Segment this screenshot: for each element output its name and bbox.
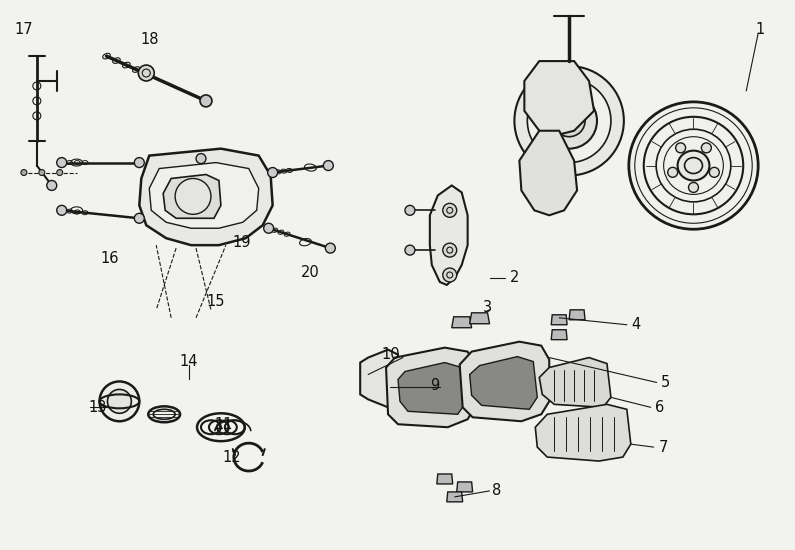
Circle shape: [21, 169, 27, 175]
Circle shape: [134, 158, 144, 168]
Circle shape: [668, 167, 677, 177]
Circle shape: [47, 180, 56, 190]
Circle shape: [56, 205, 67, 215]
Text: 11: 11: [215, 417, 233, 432]
Text: 4: 4: [630, 317, 640, 332]
Text: 5: 5: [661, 375, 670, 390]
Polygon shape: [430, 185, 467, 285]
Text: 10: 10: [382, 347, 400, 362]
Polygon shape: [452, 317, 471, 328]
Text: 8: 8: [491, 483, 501, 498]
Circle shape: [405, 205, 415, 215]
Polygon shape: [456, 482, 472, 492]
Polygon shape: [386, 348, 475, 427]
Circle shape: [56, 158, 67, 168]
Text: 14: 14: [180, 354, 198, 369]
Circle shape: [709, 167, 719, 177]
Circle shape: [56, 169, 63, 175]
Circle shape: [541, 93, 597, 148]
Circle shape: [324, 161, 333, 170]
Polygon shape: [539, 358, 611, 408]
Polygon shape: [447, 492, 463, 502]
Polygon shape: [398, 362, 464, 414]
Polygon shape: [569, 310, 585, 320]
Polygon shape: [525, 61, 594, 136]
Polygon shape: [139, 148, 273, 245]
Text: 13: 13: [88, 400, 107, 415]
Polygon shape: [519, 131, 577, 215]
Circle shape: [107, 389, 131, 413]
Text: 19: 19: [233, 235, 251, 250]
Text: 15: 15: [207, 294, 225, 309]
Circle shape: [405, 245, 415, 255]
Polygon shape: [460, 342, 549, 421]
Circle shape: [325, 243, 335, 253]
Circle shape: [553, 105, 585, 137]
Text: 3: 3: [483, 300, 492, 315]
Circle shape: [268, 168, 277, 178]
Circle shape: [138, 65, 154, 81]
Circle shape: [264, 223, 273, 233]
Polygon shape: [149, 163, 258, 228]
Polygon shape: [535, 404, 630, 461]
Text: 7: 7: [659, 439, 668, 455]
Polygon shape: [436, 474, 452, 484]
Text: 2: 2: [510, 271, 519, 285]
Circle shape: [701, 143, 712, 153]
Circle shape: [688, 183, 699, 192]
Polygon shape: [470, 356, 537, 409]
Circle shape: [39, 169, 45, 175]
Circle shape: [527, 79, 611, 163]
Text: 20: 20: [301, 265, 320, 279]
Circle shape: [443, 268, 456, 282]
Circle shape: [514, 66, 624, 175]
Ellipse shape: [677, 151, 709, 180]
Polygon shape: [360, 350, 398, 408]
Polygon shape: [551, 315, 567, 324]
Ellipse shape: [153, 409, 175, 419]
Polygon shape: [551, 329, 567, 340]
Text: 12: 12: [222, 449, 241, 465]
Text: 1: 1: [755, 22, 765, 37]
Circle shape: [175, 179, 211, 214]
Circle shape: [196, 153, 206, 163]
Circle shape: [443, 243, 456, 257]
Text: 6: 6: [655, 400, 664, 415]
Circle shape: [99, 382, 139, 421]
Circle shape: [134, 213, 144, 223]
Text: 16: 16: [100, 251, 118, 266]
Circle shape: [443, 204, 456, 217]
Polygon shape: [163, 174, 221, 218]
Polygon shape: [470, 313, 490, 324]
Circle shape: [676, 143, 685, 153]
Circle shape: [561, 113, 577, 129]
Ellipse shape: [148, 406, 180, 422]
Text: 9: 9: [431, 378, 440, 393]
Text: 17: 17: [14, 22, 33, 37]
Circle shape: [200, 95, 212, 107]
Ellipse shape: [629, 102, 758, 229]
Text: 18: 18: [140, 32, 158, 47]
